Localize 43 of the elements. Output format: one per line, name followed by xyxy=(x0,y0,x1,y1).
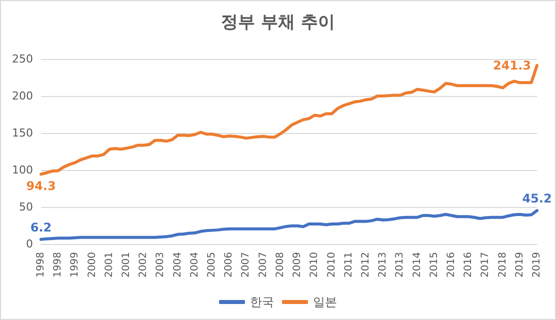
x-tick-label: 2015 xyxy=(428,252,440,278)
y-tick-label: 250 xyxy=(12,52,33,66)
x-tick-label: 2007 xyxy=(240,252,252,278)
data-label: 241.3 xyxy=(493,58,531,72)
x-tick-label: 2003 xyxy=(155,252,166,278)
x-tick-label: 2006 xyxy=(224,252,235,278)
x-tick-label: 2012 xyxy=(360,252,372,278)
x-tick-label: 1998 xyxy=(36,252,46,278)
x-tick-label: 2016 xyxy=(463,252,474,278)
y-tick-label: 50 xyxy=(19,200,33,214)
y-tick-label: 100 xyxy=(12,164,33,176)
x-tick-label: 2007 xyxy=(258,252,269,278)
x-tick-label: 2010 xyxy=(326,252,338,278)
x-tick-label: 2002 xyxy=(138,252,150,278)
x-tick-label: 2014 xyxy=(412,252,423,278)
y-tick-label: 200 xyxy=(12,90,33,102)
y-tick-label: 150 xyxy=(12,126,33,140)
x-tick-label: 2013 xyxy=(394,252,406,278)
x-tick-label: 2017 xyxy=(480,252,492,278)
chart-title: 정부 부채 추이 xyxy=(221,12,335,32)
x-tick-label: 2018 xyxy=(497,252,508,278)
data-label: 94.3 xyxy=(26,179,56,194)
x-tick-label: 1998 xyxy=(52,252,64,278)
x-tick-label: 2000 xyxy=(86,252,98,278)
x-tick-label: 2004 xyxy=(172,252,184,278)
x-tick-label: 2013 xyxy=(378,252,389,278)
x-tick-label: 2010 xyxy=(309,252,320,278)
legend-label: 일본 xyxy=(313,295,337,309)
x-tick-label: 2019 xyxy=(532,252,542,278)
x-tick-label: 2008 xyxy=(274,252,286,278)
x-tick-label: 2016 xyxy=(446,252,457,278)
data-label: 45.2 xyxy=(522,192,552,206)
x-tick-label: 2001 xyxy=(121,252,132,278)
x-tick-label: 2009 xyxy=(292,252,304,278)
x-tick-label: 2001 xyxy=(104,252,115,278)
x-tick-label: 2004 xyxy=(189,252,200,278)
x-tick-label: 2019 xyxy=(514,252,526,278)
x-tick-label: 2011 xyxy=(343,252,354,278)
legend-label: 한국 xyxy=(250,295,274,309)
y-tick-label: 0 xyxy=(26,238,33,250)
x-tick-label: 2005 xyxy=(206,252,218,278)
x-tick-label: 1999 xyxy=(70,252,81,278)
data-label: 6.2 xyxy=(30,220,52,234)
